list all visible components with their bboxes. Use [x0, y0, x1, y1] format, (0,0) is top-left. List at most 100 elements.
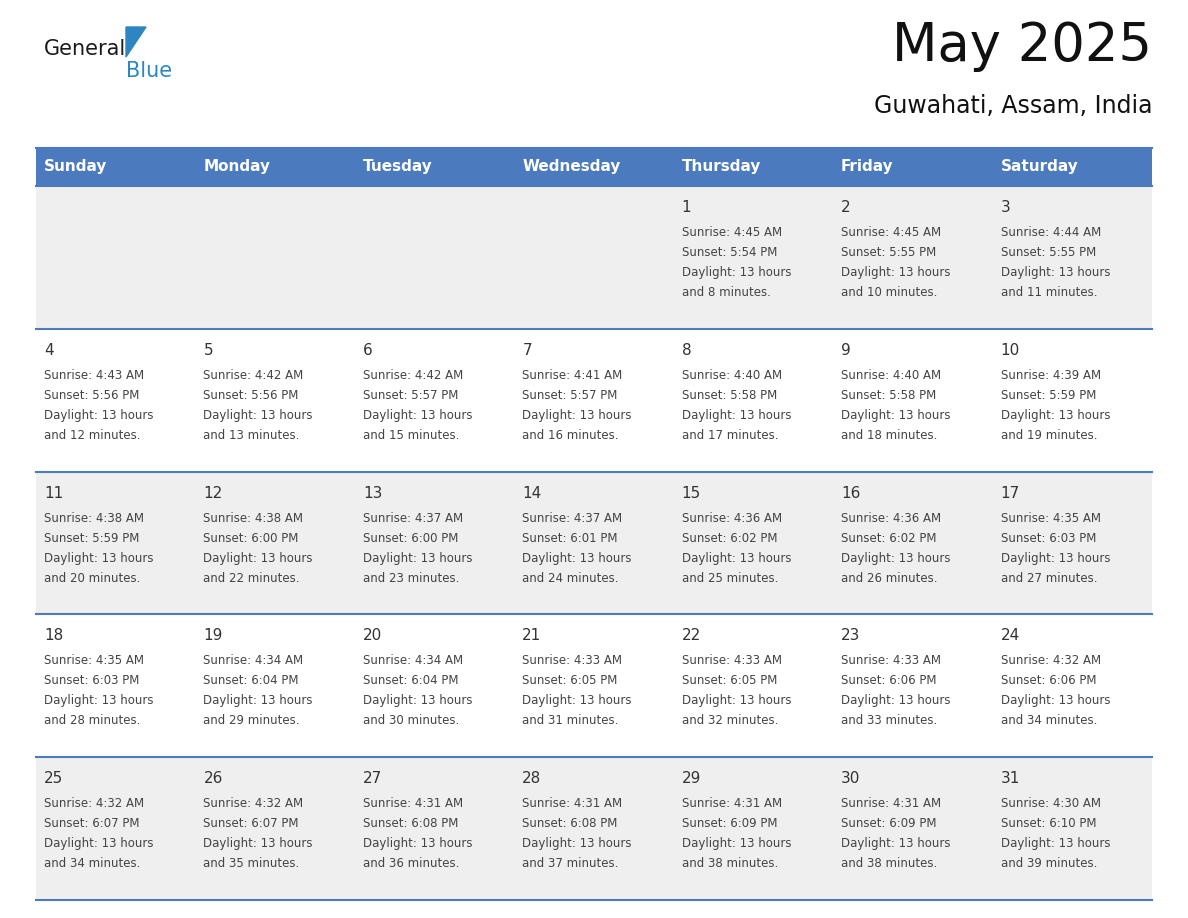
Text: Daylight: 13 hours: Daylight: 13 hours [362, 694, 473, 708]
Text: 8: 8 [682, 342, 691, 358]
Text: Sunrise: 4:39 AM: Sunrise: 4:39 AM [1000, 369, 1101, 382]
Text: Daylight: 13 hours: Daylight: 13 hours [841, 409, 950, 421]
Bar [36, 472, 1152, 614]
Bar [36, 614, 1152, 757]
Text: and 34 minutes.: and 34 minutes. [44, 857, 140, 870]
Text: Sunset: 6:06 PM: Sunset: 6:06 PM [1000, 675, 1097, 688]
Text: Sunrise: 4:31 AM: Sunrise: 4:31 AM [523, 797, 623, 811]
Text: and 29 minutes.: and 29 minutes. [203, 714, 299, 727]
Text: Sunset: 5:55 PM: Sunset: 5:55 PM [1000, 246, 1095, 259]
Text: Sunset: 5:58 PM: Sunset: 5:58 PM [682, 389, 777, 402]
Text: and 19 minutes.: and 19 minutes. [1000, 429, 1097, 442]
Text: Sunset: 5:56 PM: Sunset: 5:56 PM [44, 389, 139, 402]
Text: Daylight: 13 hours: Daylight: 13 hours [523, 409, 632, 421]
Text: Sunrise: 4:33 AM: Sunrise: 4:33 AM [682, 655, 782, 667]
Text: Sunrise: 4:44 AM: Sunrise: 4:44 AM [1000, 226, 1101, 239]
Text: and 18 minutes.: and 18 minutes. [841, 429, 937, 442]
Text: Sunrise: 4:33 AM: Sunrise: 4:33 AM [523, 655, 623, 667]
Text: Sunrise: 4:35 AM: Sunrise: 4:35 AM [44, 655, 144, 667]
Text: Sunset: 6:09 PM: Sunset: 6:09 PM [682, 817, 777, 830]
Text: Sunset: 6:06 PM: Sunset: 6:06 PM [841, 675, 936, 688]
Text: Sunset: 5:59 PM: Sunset: 5:59 PM [44, 532, 139, 544]
Text: Daylight: 13 hours: Daylight: 13 hours [841, 266, 950, 279]
Text: and 15 minutes.: and 15 minutes. [362, 429, 460, 442]
Text: 5: 5 [203, 342, 213, 358]
Text: Sunrise: 4:38 AM: Sunrise: 4:38 AM [203, 511, 303, 524]
Text: and 8 minutes.: and 8 minutes. [682, 286, 771, 299]
Text: Sunset: 6:05 PM: Sunset: 6:05 PM [682, 675, 777, 688]
Text: Saturday: Saturday [1000, 160, 1079, 174]
Text: Sunset: 5:57 PM: Sunset: 5:57 PM [523, 389, 618, 402]
Text: Sunrise: 4:45 AM: Sunrise: 4:45 AM [841, 226, 941, 239]
Text: Guwahati, Assam, India: Guwahati, Assam, India [873, 94, 1152, 118]
Text: Daylight: 13 hours: Daylight: 13 hours [682, 266, 791, 279]
Text: Sunrise: 4:31 AM: Sunrise: 4:31 AM [682, 797, 782, 811]
Text: Sunrise: 4:43 AM: Sunrise: 4:43 AM [44, 369, 144, 382]
Text: and 30 minutes.: and 30 minutes. [362, 714, 459, 727]
Text: 10: 10 [1000, 342, 1019, 358]
Text: and 23 minutes.: and 23 minutes. [362, 572, 460, 585]
Text: Sunrise: 4:33 AM: Sunrise: 4:33 AM [841, 655, 941, 667]
Text: and 25 minutes.: and 25 minutes. [682, 572, 778, 585]
Text: Daylight: 13 hours: Daylight: 13 hours [682, 694, 791, 708]
Text: Sunset: 6:09 PM: Sunset: 6:09 PM [841, 817, 936, 830]
Text: Sunrise: 4:35 AM: Sunrise: 4:35 AM [1000, 511, 1100, 524]
Text: Sunrise: 4:31 AM: Sunrise: 4:31 AM [362, 797, 463, 811]
Text: Sunrise: 4:34 AM: Sunrise: 4:34 AM [362, 655, 463, 667]
Text: Daylight: 13 hours: Daylight: 13 hours [1000, 552, 1110, 565]
Text: and 16 minutes.: and 16 minutes. [523, 429, 619, 442]
Text: Daylight: 13 hours: Daylight: 13 hours [44, 837, 153, 850]
Text: 15: 15 [682, 486, 701, 500]
Text: Sunrise: 4:30 AM: Sunrise: 4:30 AM [1000, 797, 1100, 811]
Text: and 10 minutes.: and 10 minutes. [841, 286, 937, 299]
Text: 12: 12 [203, 486, 222, 500]
Text: Sunset: 5:58 PM: Sunset: 5:58 PM [841, 389, 936, 402]
Text: 27: 27 [362, 771, 383, 786]
Text: Sunrise: 4:38 AM: Sunrise: 4:38 AM [44, 511, 144, 524]
Text: Sunset: 6:07 PM: Sunset: 6:07 PM [203, 817, 299, 830]
Text: Sunrise: 4:36 AM: Sunrise: 4:36 AM [841, 511, 941, 524]
Text: 20: 20 [362, 629, 383, 644]
Text: 31: 31 [1000, 771, 1020, 786]
Text: Sunset: 5:59 PM: Sunset: 5:59 PM [1000, 389, 1097, 402]
Text: Sunrise: 4:37 AM: Sunrise: 4:37 AM [523, 511, 623, 524]
Text: and 20 minutes.: and 20 minutes. [44, 572, 140, 585]
Text: Sunset: 6:00 PM: Sunset: 6:00 PM [203, 532, 299, 544]
Text: and 12 minutes.: and 12 minutes. [44, 429, 140, 442]
Text: Sunset: 6:05 PM: Sunset: 6:05 PM [523, 675, 618, 688]
Text: Daylight: 13 hours: Daylight: 13 hours [1000, 694, 1110, 708]
Text: 16: 16 [841, 486, 860, 500]
Text: 1: 1 [682, 200, 691, 215]
Text: 29: 29 [682, 771, 701, 786]
Text: Sunset: 5:57 PM: Sunset: 5:57 PM [362, 389, 459, 402]
Text: Monday: Monday [203, 160, 271, 174]
Text: Friday: Friday [841, 160, 893, 174]
Text: 9: 9 [841, 342, 851, 358]
Text: and 33 minutes.: and 33 minutes. [841, 714, 937, 727]
Text: Sunrise: 4:36 AM: Sunrise: 4:36 AM [682, 511, 782, 524]
Text: Sunset: 6:03 PM: Sunset: 6:03 PM [44, 675, 139, 688]
Text: and 11 minutes.: and 11 minutes. [1000, 286, 1097, 299]
Text: Sunrise: 4:42 AM: Sunrise: 4:42 AM [362, 369, 463, 382]
Text: Sunset: 6:07 PM: Sunset: 6:07 PM [44, 817, 139, 830]
Text: Daylight: 13 hours: Daylight: 13 hours [362, 409, 473, 421]
Text: 13: 13 [362, 486, 383, 500]
Text: Sunrise: 4:41 AM: Sunrise: 4:41 AM [523, 369, 623, 382]
Text: Daylight: 13 hours: Daylight: 13 hours [362, 837, 473, 850]
Text: Sunrise: 4:45 AM: Sunrise: 4:45 AM [682, 226, 782, 239]
Text: 25: 25 [44, 771, 63, 786]
Text: and 38 minutes.: and 38 minutes. [841, 857, 937, 870]
Text: Sunset: 5:55 PM: Sunset: 5:55 PM [841, 246, 936, 259]
Text: and 26 minutes.: and 26 minutes. [841, 572, 937, 585]
Text: Daylight: 13 hours: Daylight: 13 hours [44, 409, 153, 421]
Text: 30: 30 [841, 771, 860, 786]
Text: and 35 minutes.: and 35 minutes. [203, 857, 299, 870]
Text: Daylight: 13 hours: Daylight: 13 hours [682, 409, 791, 421]
Text: and 24 minutes.: and 24 minutes. [523, 572, 619, 585]
Text: and 34 minutes.: and 34 minutes. [1000, 714, 1097, 727]
Text: Blue: Blue [126, 61, 172, 81]
Text: Sunset: 6:08 PM: Sunset: 6:08 PM [362, 817, 459, 830]
Text: Daylight: 13 hours: Daylight: 13 hours [44, 552, 153, 565]
Text: Daylight: 13 hours: Daylight: 13 hours [1000, 837, 1110, 850]
Text: Sunset: 6:04 PM: Sunset: 6:04 PM [203, 675, 299, 688]
